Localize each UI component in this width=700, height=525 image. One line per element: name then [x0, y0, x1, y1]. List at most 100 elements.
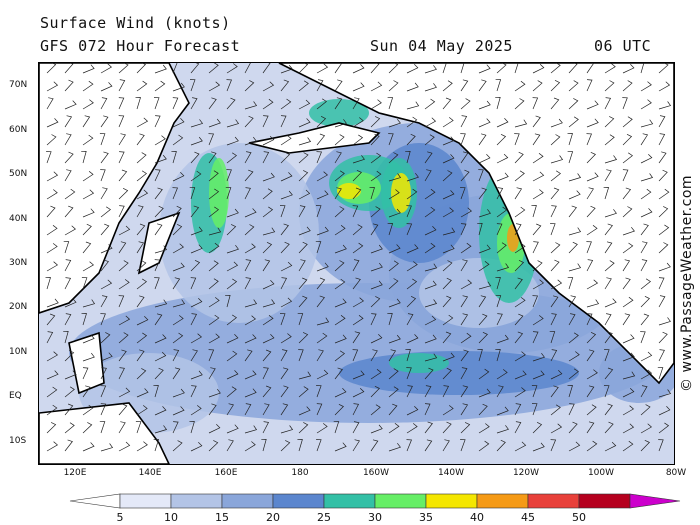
wind-barb [244, 80, 255, 92]
wind-barb [550, 423, 563, 434]
wind-barb [118, 79, 126, 92]
wind-barb [334, 151, 342, 164]
wind-barb [136, 170, 148, 182]
wind-barb [622, 296, 634, 308]
wind-barb [244, 403, 252, 416]
wind-barb [352, 439, 360, 452]
wind-barb [532, 189, 544, 200]
wind-barb [118, 63, 129, 74]
wind-barb [226, 314, 238, 326]
wind-barb [172, 262, 185, 272]
wind-barb [514, 187, 523, 200]
wind-barb [550, 295, 559, 308]
wind-barb [514, 223, 522, 236]
wind-barb [298, 226, 311, 236]
wind-barb [640, 153, 653, 164]
wind-barb [586, 369, 598, 380]
wind-barb [496, 385, 504, 398]
lat-label-60n: 60N [9, 125, 28, 135]
wind-barb [460, 313, 469, 326]
wind-barb [424, 315, 437, 326]
wind-barb [64, 277, 72, 290]
wind-barb [154, 169, 161, 182]
legend-tick-label: 35 [419, 511, 433, 524]
legend-swatch [221, 493, 274, 509]
wind-barb [226, 261, 239, 272]
color-scale-legend: 5 10 15 20 25 30 35 40 45 50 [69, 493, 681, 524]
wind-barb [586, 279, 599, 290]
wind-barb [154, 154, 167, 164]
wind-barb [658, 331, 668, 344]
wind-barb [100, 332, 111, 344]
wind-barb [586, 299, 600, 308]
wind-barb [568, 98, 579, 110]
wind-barb [333, 421, 340, 434]
wind-barb [370, 262, 383, 272]
wind-barb [406, 223, 413, 236]
wind-barb [118, 279, 130, 290]
wind-barb [369, 187, 375, 200]
wind-barb [64, 188, 76, 200]
wind-barb [316, 295, 325, 308]
wind-barb [118, 225, 131, 236]
wind-barb [406, 188, 418, 200]
wind-barb [532, 97, 539, 110]
wind-barb [262, 299, 276, 308]
wind-barb [118, 349, 127, 362]
wind-barb [63, 331, 69, 344]
wind-barb [352, 97, 360, 110]
wind-barb [64, 422, 75, 434]
wind-barb [514, 98, 525, 110]
wind-barb [45, 277, 51, 290]
wind-barb [334, 442, 347, 452]
wind-barb [82, 385, 91, 398]
wind-barb [172, 82, 185, 92]
wind-barb [387, 97, 394, 110]
wind-barb [658, 422, 670, 434]
wind-barb [280, 425, 294, 434]
wind-barb [154, 277, 160, 290]
wind-barb [387, 313, 393, 326]
wind-barb [298, 295, 308, 308]
wind-barb [82, 115, 91, 128]
wind-barb [586, 259, 594, 272]
wind-barb [442, 260, 453, 272]
wind-barb [136, 295, 145, 308]
wind-barb [406, 82, 419, 92]
wind-barb [658, 115, 666, 128]
wind-barb [388, 442, 401, 452]
wind-barb [388, 278, 399, 290]
lat-label-10n: 10N [9, 347, 28, 357]
wind-barb [334, 79, 343, 92]
wind-barb [280, 297, 293, 308]
wind-barb [46, 298, 59, 308]
wind-barb [46, 151, 52, 164]
wind-barb [550, 279, 563, 290]
wind-barb [532, 80, 543, 92]
wind-barb [496, 313, 503, 326]
wind-barb [154, 223, 163, 236]
wind-barb [262, 349, 272, 362]
wind-barb [154, 313, 163, 326]
wind-barb [190, 370, 203, 380]
forecast-time: 06 UTC [594, 37, 652, 55]
wind-barb [208, 297, 220, 308]
wind-barb [244, 101, 258, 110]
wind-barb [280, 223, 289, 236]
wind-barb [226, 386, 237, 398]
wind-barb [298, 63, 309, 74]
philippines-land [68, 331, 105, 395]
wind-barb [424, 117, 437, 128]
wind-barb [514, 387, 526, 398]
wind-barb [568, 295, 577, 308]
wind-barb [208, 227, 222, 236]
wind-barb [316, 63, 329, 74]
wind-barb [514, 441, 527, 452]
wind-barb [118, 260, 129, 272]
wind-barb [622, 423, 635, 434]
wind-barb [100, 244, 113, 254]
wind-barb [640, 423, 652, 434]
wind-barb [460, 332, 472, 344]
wind-barb [550, 63, 561, 74]
wind-barb [171, 151, 177, 164]
